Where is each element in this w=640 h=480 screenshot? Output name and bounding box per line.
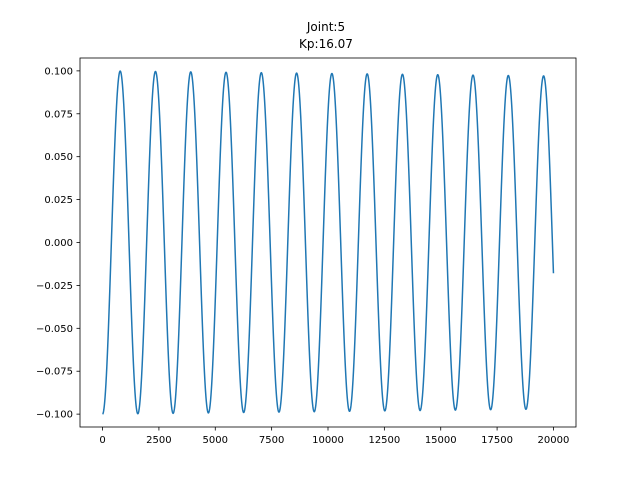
x-tick-label: 20000 xyxy=(538,435,570,446)
y-tick-label: −0.075 xyxy=(36,367,73,378)
y-tick-label: −0.100 xyxy=(36,410,73,421)
x-tick-label: 15000 xyxy=(425,435,457,446)
x-tick-label: 10000 xyxy=(312,435,344,446)
x-tick-label: 12500 xyxy=(368,435,400,446)
y-tick-label: −0.025 xyxy=(36,281,73,292)
y-tick-label: 0.050 xyxy=(44,152,73,163)
series-layer xyxy=(102,70,555,415)
chart-title: Joint:5 xyxy=(306,20,345,34)
series-line xyxy=(102,70,555,415)
y-tick-label: 0.100 xyxy=(44,66,73,77)
x-tick-label: 7500 xyxy=(259,435,284,446)
y-tick-label: 0.075 xyxy=(44,109,73,120)
y-tick-label: −0.050 xyxy=(36,324,73,335)
y-tick-label: 0.025 xyxy=(44,195,73,206)
x-axis: 0 2500 5000 7500 10000 12500 15000 17500 20000 xyxy=(99,427,569,446)
y-axis: −0.100 −0.075 −0.050 −0.025 0.000 0.025 0.050 0… xyxy=(36,66,80,421)
x-tick-label: 2500 xyxy=(146,435,171,446)
x-tick-label: 0 xyxy=(99,435,105,446)
y-tick-label: 0.000 xyxy=(44,238,73,249)
chart-subtitle: Kp:16.07 xyxy=(299,37,353,51)
x-tick-label: 17500 xyxy=(481,435,513,446)
x-tick-label: 5000 xyxy=(203,435,228,446)
